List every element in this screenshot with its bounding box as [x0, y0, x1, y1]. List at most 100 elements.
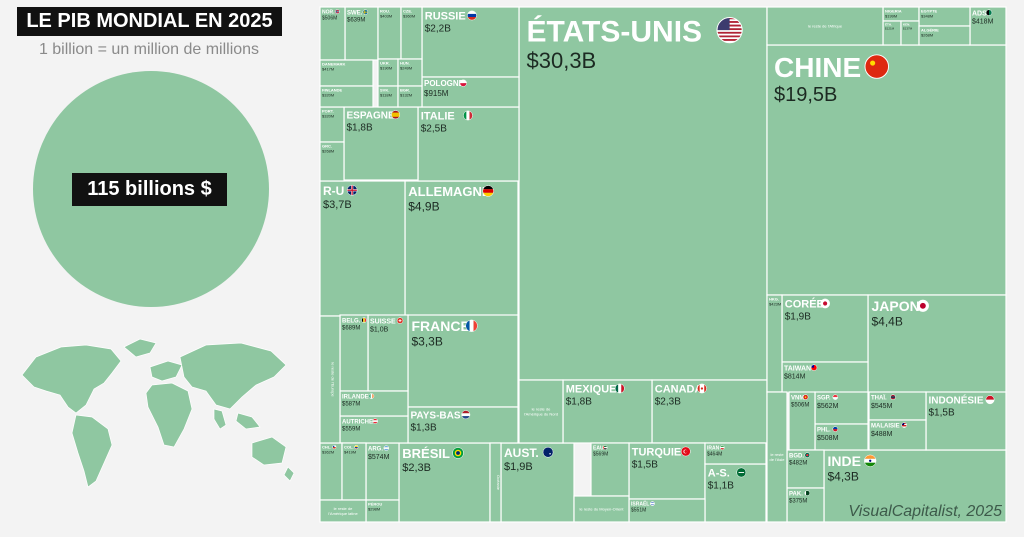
tile-gdp-value: $360M [403, 13, 415, 18]
tile-swe: SWE. $639M [344, 6, 379, 61]
tile-country-name: SUISSE [370, 318, 396, 325]
id-flag-icon [985, 395, 995, 405]
tile-country-name: BGD. [789, 453, 804, 459]
au-flag-icon [542, 446, 554, 458]
tile-port: PORT.$320M [319, 106, 345, 143]
tile-country-name: CZE. [403, 9, 412, 14]
tile-gdp-value: $1,3B [411, 423, 437, 434]
world-map-icon [21, 338, 295, 488]
source-credit: VisualCapitalist, 2025 [848, 503, 1002, 520]
tile-country-name: INDE [828, 453, 861, 469]
tile-country-name: TURQUIE [632, 447, 682, 459]
tile-country-name: EAU [593, 446, 604, 452]
tile-country-name: SWE. [347, 10, 363, 16]
tile-le-reste-du-moyen-orient: le reste du Moyen-Orient [573, 495, 630, 523]
tile-nigeria: NIGERIA$199M [882, 6, 920, 22]
tile-country-name: CORÉE [785, 298, 824, 311]
tile-country-name: PHL. [817, 427, 831, 433]
tile-gdp-value: $249M [400, 65, 412, 70]
tile-gdp-value: $1,5B [929, 408, 955, 419]
tile-gdp-value: $137M [903, 26, 913, 30]
tile-gdp-value: $506M [791, 403, 809, 409]
tile-country-name: HUN. [400, 61, 410, 66]
tile-gdp-value: $375M [789, 499, 807, 505]
tile-svk: SVK.$118M [377, 85, 399, 108]
tile-thai: THAÏ. $545M [868, 391, 927, 421]
tile-ads: ADS $418M [969, 6, 1007, 46]
tile-gdp-value: $121M [885, 26, 895, 30]
tile-label: le reste de l'Afrique [808, 24, 843, 29]
tile-gdp-value: $1,8B [347, 123, 373, 134]
pl-flag-icon [459, 79, 467, 87]
tile-gdp-value: $348M [921, 13, 933, 18]
tile-gdp-value: $190M [380, 65, 392, 70]
tile-country-name: SVK. [380, 88, 389, 93]
tile-country-name: ALGÉRIE [921, 28, 939, 33]
no-flag-icon [334, 9, 340, 14]
tile-grc: GRC.$268M [319, 141, 345, 182]
tile-gdp-value: $1,9B [504, 461, 533, 473]
ir-flag-icon [719, 445, 725, 450]
tile-le-reste-de-l-europe: le reste de l'Europe [319, 315, 341, 444]
tile-gdp-value: $4,9B [408, 199, 439, 213]
tr-flag-icon [680, 446, 691, 457]
tile-country-name: BGR. [400, 88, 410, 93]
tile-taiwan: TAIWAN $814M [781, 361, 869, 394]
tile-country-name: KEN. [903, 23, 910, 27]
tile-perou: PÉROU$298M [365, 499, 400, 523]
tile-gdp-value: $298M [368, 506, 380, 511]
tile-gdp-value: $2,3B [402, 462, 431, 474]
tile-rou: ROU.$403M [377, 6, 402, 60]
tile-country-name: JAPON [872, 298, 920, 314]
tile-country-name: ADS [972, 10, 987, 17]
in-flag-icon [864, 454, 877, 467]
tile-col: COL.$419M [341, 442, 367, 501]
tile-label: de l'Asie [770, 457, 786, 462]
tile-gdp-value: $4,4B [872, 315, 903, 329]
ae-flag-icon [602, 445, 608, 450]
tile-gdp-value: $268M [921, 32, 933, 37]
tile-gdp-value: $915M [424, 89, 449, 98]
tile-a-s: A-S.$1,1B [704, 463, 767, 523]
tile-country-name: BELG. [342, 318, 361, 324]
tile-eth: ÉTH.$121M [882, 20, 902, 46]
tile-indonesie: INDONÉSIE$1,5B [925, 391, 1007, 451]
tile-gdp-value: $1,9B [785, 312, 811, 323]
tile-hkg: HKG.$423M [766, 294, 783, 393]
tile-gdp-value: $587M [342, 402, 360, 408]
tile-label: Océanie [496, 475, 501, 491]
tile-country-name: UKR. [380, 61, 390, 66]
tile-country-name: IRLANDE [342, 394, 369, 400]
tile-malaisie: MALAISIE $488M [868, 419, 927, 451]
tile-israel: ISRAËL$551M [628, 498, 706, 523]
tile-autriche: AUTRICHE $559M [339, 415, 409, 444]
tile-pologne: POLOGNE$915M [421, 76, 520, 108]
tile-gdp-value: $574M [368, 454, 390, 461]
fr-flag-icon [465, 319, 478, 332]
tile-country-name: ALLEMAGNE [408, 184, 491, 199]
tile-gdp-value: $419M [344, 449, 356, 454]
tile-gdp-value: $320M [322, 113, 334, 118]
vn-flag-icon [802, 394, 809, 400]
tile-suisse: SUISSE $1,0B [367, 314, 409, 392]
tile-country-name: ÉTATS-UNIS [527, 15, 703, 49]
tile-le-reste-de-l-amerique-latine: le reste del'Amérique latine [319, 499, 367, 523]
tile-country-name: EGYPTE [921, 9, 938, 14]
tile-country-name: GRC. [322, 144, 332, 149]
world-total-label: 115 billions $ [72, 173, 227, 206]
tile-gdp-value: $118M [380, 92, 392, 97]
jp-flag-icon [916, 299, 930, 312]
it-flag-icon [463, 110, 473, 121]
tile-france: FRANCE$3,3B [407, 314, 519, 408]
tile-gdp-value: $569M [593, 452, 608, 458]
tile-gdp-value: $2,3B [655, 397, 681, 408]
tile-coree: CORÉE$1,9B [781, 294, 869, 363]
tile-gdp-value: $464M [707, 452, 722, 458]
tile-r-u: R-U$3,7B [319, 180, 406, 317]
ph-flag-icon [832, 426, 839, 432]
tile-country-name: COL. [344, 445, 354, 450]
tile-gdp-value: $3,3B [412, 335, 443, 349]
tile-gdp-value: $418M [972, 19, 994, 26]
tile-gdp-value: $30,3B [527, 48, 597, 73]
